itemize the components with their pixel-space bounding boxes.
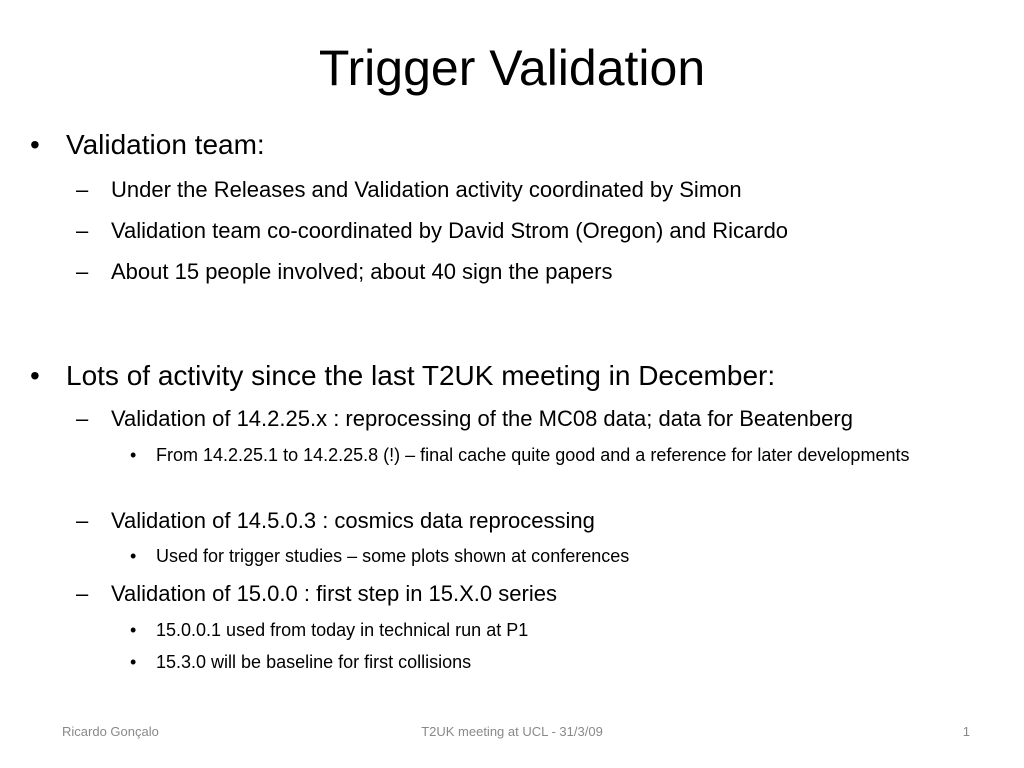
bullet-text: Validation of 14.5.0.3 : cosmics data re… — [111, 508, 595, 533]
bullet-marker: • — [30, 129, 40, 160]
bullet-text: Validation of 15.0.0 : first step in 15.… — [111, 581, 557, 606]
bullet-marker: • — [130, 546, 137, 566]
bullet-marker: – — [76, 177, 89, 202]
footer-author: Ricardo Gonçalo — [62, 724, 159, 739]
bullet-text: Validation of 14.2.25.x : reprocessing o… — [111, 406, 853, 431]
bullet-marker: • — [130, 652, 137, 672]
footer-event: T2UK meeting at UCL - 31/3/09 — [421, 724, 603, 739]
bullet-text: Under the Releases and Validation activi… — [111, 177, 742, 202]
bullet-marker: – — [76, 508, 89, 533]
bullet-text: 15.3.0 will be baseline for first collis… — [156, 652, 472, 672]
bullet-marker: • — [130, 620, 137, 640]
slide-content: • Validation team: – Under the Releases … — [30, 129, 910, 672]
slide-title: Trigger Validation — [318, 40, 706, 96]
bullet-text: Validation team: — [66, 129, 265, 160]
bullet-text: About 15 people involved; about 40 sign … — [111, 259, 613, 284]
bullet-text: Lots of activity since the last T2UK mee… — [66, 360, 776, 391]
bullet-marker: • — [30, 360, 40, 391]
bullet-marker: • — [130, 445, 137, 465]
bullet-text: Used for trigger studies – some plots sh… — [156, 546, 630, 566]
bullet-marker: – — [76, 406, 89, 431]
bullet-marker: – — [76, 218, 89, 243]
bullet-marker: – — [76, 259, 89, 284]
bullet-text: 15.0.0.1 used from today in technical ru… — [156, 620, 529, 640]
bullet-text: From 14.2.25.1 to 14.2.25.8 (!) – final … — [156, 445, 910, 465]
footer-page-number: 1 — [962, 724, 970, 739]
bullet-marker: – — [76, 581, 89, 606]
bullet-text: Validation team co-coordinated by David … — [111, 218, 789, 243]
